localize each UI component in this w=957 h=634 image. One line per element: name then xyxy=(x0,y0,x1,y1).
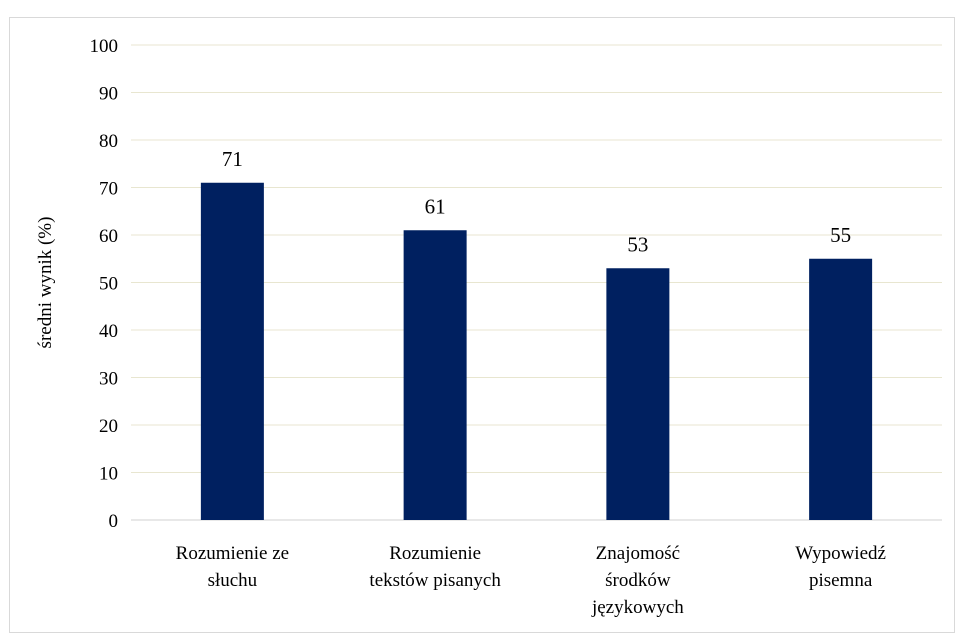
x-category-label: Wypowiedź pisemna xyxy=(795,543,886,591)
gridlines xyxy=(131,44,942,473)
y-tick-label: 60 xyxy=(99,226,118,247)
bar-value-label: 55 xyxy=(830,223,851,247)
x-category-label-line: pisemna xyxy=(809,570,873,591)
x-axis-categories: Rozumienie ze słuchu Rozumienie tekstów pis… xyxy=(176,543,886,618)
y-axis-ticks: 0 10 20 30 40 50 60 70 80 90 100 xyxy=(90,36,119,532)
x-category-label-line: językowych xyxy=(591,597,684,618)
bar-value-label: 61 xyxy=(425,194,446,218)
y-tick-label: 90 xyxy=(99,84,118,105)
x-category-label: Znajomość środków językowych xyxy=(591,543,684,618)
bars xyxy=(200,182,873,520)
x-category-label: Rozumienie tekstów pisanych xyxy=(369,543,501,591)
x-category-label-line: środków xyxy=(605,570,671,591)
y-tick-label: 50 xyxy=(99,274,118,295)
y-tick-label: 40 xyxy=(99,321,118,342)
x-category-label-line: Rozumienie xyxy=(389,543,481,564)
bar-value-label: 53 xyxy=(627,232,648,256)
y-tick-label: 10 xyxy=(99,464,118,485)
y-tick-label: 30 xyxy=(99,369,118,390)
x-category-label: Rozumienie ze słuchu xyxy=(176,543,289,591)
y-tick-label: 70 xyxy=(99,179,118,200)
x-category-label-line: tekstów pisanych xyxy=(369,570,501,591)
x-category-label-line: Znajomość xyxy=(596,543,680,564)
bar xyxy=(606,268,670,520)
y-tick-label: 100 xyxy=(90,36,119,57)
bar xyxy=(809,258,873,520)
chart-frame xyxy=(9,17,955,633)
x-category-label-line: Rozumienie ze xyxy=(176,543,289,564)
y-tick-label: 0 xyxy=(109,511,119,532)
y-tick-label: 80 xyxy=(99,131,118,152)
y-axis-title: średni wynik (%) xyxy=(35,217,56,349)
y-tick-label: 20 xyxy=(99,416,118,437)
bar-value-label: 71 xyxy=(222,147,243,171)
data-labels: 71 61 53 55 xyxy=(222,147,851,257)
bar xyxy=(200,182,264,520)
bar xyxy=(403,230,467,520)
x-category-label-line: Wypowiedź xyxy=(795,543,886,564)
x-category-label-line: słuchu xyxy=(208,570,258,591)
